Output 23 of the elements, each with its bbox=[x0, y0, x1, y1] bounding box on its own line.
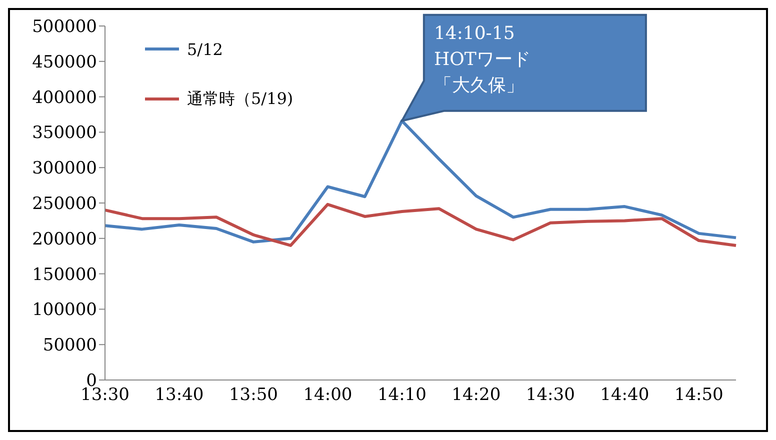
legend-label: 通常時（5/19) bbox=[187, 88, 294, 110]
y-tick-label: 100000 bbox=[32, 300, 97, 320]
x-tick-label: 14:30 bbox=[526, 385, 575, 406]
y-tick-label: 500000 bbox=[32, 17, 97, 38]
x-tick-label: 13:40 bbox=[154, 385, 204, 406]
x-tick-label: 13:50 bbox=[228, 385, 278, 406]
y-tick-label: 200000 bbox=[32, 229, 97, 250]
line-series bbox=[104, 202, 738, 247]
x-tick-label: 14:10 bbox=[377, 385, 426, 406]
y-tick-label: 50000 bbox=[42, 336, 97, 356]
annotation: 14:10-15 HOTワード「大久保」 bbox=[434, 22, 532, 98]
y-tick-label: 400000 bbox=[32, 88, 97, 108]
legend-label: 5/12 bbox=[187, 40, 223, 58]
x-tick-label: 14:40 bbox=[600, 385, 650, 406]
y-tick-label: 250000 bbox=[32, 194, 97, 214]
x-tick-label: 14:00 bbox=[303, 385, 352, 406]
x-tick-label: 14:20 bbox=[452, 385, 501, 406]
y-tick-label: 450000 bbox=[32, 52, 97, 72]
x-tick-label: 14:50 bbox=[674, 385, 724, 406]
y-tick-label: 350000 bbox=[32, 123, 97, 144]
y-tick-label: 300000 bbox=[32, 158, 97, 179]
line-series bbox=[104, 119, 738, 244]
y-tick-label: 150000 bbox=[32, 264, 97, 285]
